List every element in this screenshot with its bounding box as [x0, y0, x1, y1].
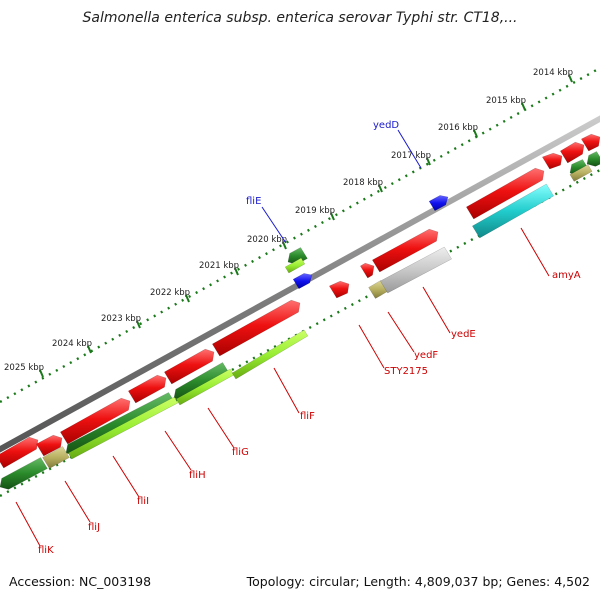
blue-gene-marker[interactable]: [292, 273, 313, 290]
ruler-tick-major: [185, 294, 190, 303]
accession-text: Accession: NC_003198: [9, 574, 152, 589]
ruler-label: 2021 kbp: [199, 261, 239, 271]
forward-gene[interactable]: [164, 348, 215, 385]
reverse-gene[interactable]: [0, 457, 48, 490]
gene-label[interactable]: fliJ: [88, 522, 100, 533]
blue-gene-marker[interactable]: [428, 195, 449, 212]
gene-label[interactable]: fliG: [232, 447, 249, 458]
ruler-label: 2019 kbp: [295, 206, 335, 216]
ruler-label: 2016 kbp: [438, 123, 478, 133]
forward-gene[interactable]: [212, 299, 301, 357]
leader-line: [112, 455, 140, 498]
forward-gene[interactable]: [541, 152, 563, 170]
gene-label[interactable]: fliK: [38, 545, 54, 556]
kbp-ruler: 2014 kbp 2015 kbp 2016 kbp 2017 kbp 2018 kbp…: [0, 66, 600, 404]
gene-label[interactable]: fliI: [137, 496, 149, 507]
ruler-label: 2022 kbp: [150, 288, 190, 298]
ruler-label: 2017 kbp: [391, 151, 431, 161]
forward-gene[interactable]: [560, 141, 585, 164]
gene-label[interactable]: amyA: [552, 270, 581, 281]
ruler-label: 2024 kbp: [52, 339, 92, 349]
ruler-tick-major: [87, 345, 92, 354]
map-title: Salmonella enterica subsp. enterica sero…: [82, 10, 518, 26]
ruler-label: 2020 kbp: [247, 235, 287, 245]
ruler-label: 2018 kbp: [343, 178, 383, 188]
gene-label[interactable]: yedD: [373, 120, 399, 131]
gene-label[interactable]: yedE: [451, 329, 476, 340]
reverse-gene[interactable]: [586, 151, 600, 167]
reverse-gene-lime[interactable]: [67, 396, 179, 460]
forward-gene[interactable]: [466, 167, 545, 220]
forward-gene[interactable]: [36, 434, 63, 457]
forward-gene[interactable]: [128, 374, 167, 404]
ruler-tick-major: [234, 267, 239, 276]
leader-line: [64, 480, 91, 523]
ruler-tick-major: [568, 74, 573, 83]
ruler-tick-major: [330, 212, 335, 221]
ruler-tick-major: [282, 241, 287, 250]
gene-label[interactable]: fliE: [246, 196, 261, 207]
cyan-gene[interactable]: [472, 183, 554, 239]
ruler-label: 2015 kbp: [486, 96, 526, 106]
leader-line: [387, 311, 415, 353]
ruler-tick-major: [521, 102, 526, 111]
leader-line: [358, 324, 385, 369]
gene-label[interactable]: fliH: [189, 470, 206, 481]
reverse-gene-lime[interactable]: [231, 329, 309, 380]
gene-label[interactable]: yedF: [414, 350, 438, 361]
gene-label[interactable]: fliF: [300, 411, 315, 422]
leader-line: [273, 367, 300, 414]
leader-line: [207, 407, 235, 449]
ruler-tick-major: [473, 129, 478, 138]
leader-line: [422, 286, 451, 334]
leader-line: [164, 430, 192, 471]
forward-gene[interactable]: [580, 133, 600, 152]
leader-line: [397, 129, 422, 169]
gene-labels: yedD fliE amyA yedE yedF STY2175 fliF fliG fliH f…: [15, 120, 581, 556]
forward-gene[interactable]: [328, 280, 350, 299]
reverse-gene-lime[interactable]: [284, 257, 306, 274]
leader-line: [15, 501, 41, 547]
ruler-tick-major: [378, 184, 383, 193]
forward-gene[interactable]: [60, 397, 131, 445]
ruler-label: 2023 kbp: [101, 314, 141, 324]
gray-gene[interactable]: [380, 246, 452, 294]
ruler-tick-major: [426, 157, 431, 166]
forward-gene[interactable]: [360, 262, 375, 279]
ruler-tick-major: [39, 369, 44, 378]
leader-line: [261, 206, 287, 244]
gene-label[interactable]: STY2175: [384, 366, 428, 377]
genome-summary: Topology: circular; Length: 4,809,037 bp…: [246, 574, 590, 589]
ruler-tick-major: [136, 320, 141, 329]
feature-tracks: [0, 133, 600, 490]
olive-gene[interactable]: [42, 446, 70, 469]
olive-gene[interactable]: [569, 164, 593, 182]
forward-gene[interactable]: [372, 228, 439, 273]
ruler-label: 2025 kbp: [4, 363, 44, 373]
leader-line: [520, 227, 550, 277]
ruler-label: 2014 kbp: [533, 68, 573, 78]
